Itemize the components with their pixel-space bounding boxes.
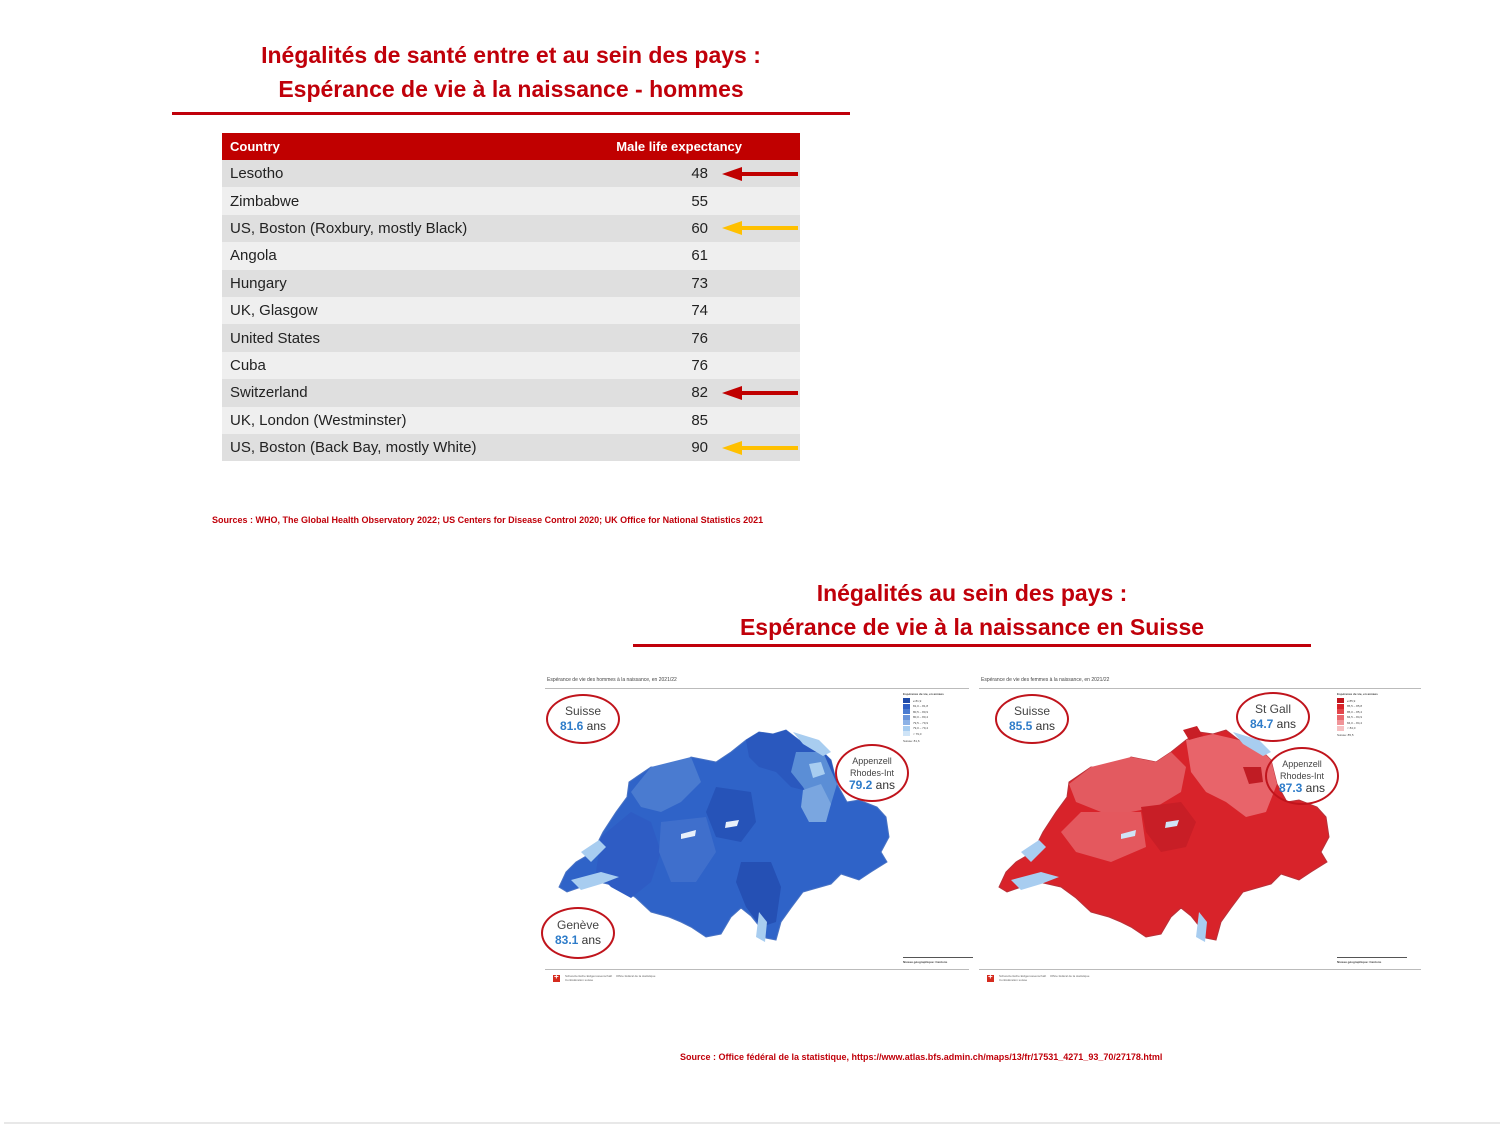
swiss-flag-icon: [987, 972, 994, 982]
callout-suisse-women: Suisse 85.5 ans: [995, 694, 1069, 744]
table-row: United States 76: [222, 324, 800, 352]
table-row: Cuba 76: [222, 351, 800, 380]
cell-country: UK, London (Westminster): [230, 411, 407, 429]
slide2-source: Source : Office fédéral de la statistiqu…: [680, 1052, 1163, 1062]
slide2-title-line2: Espérance de vie à la naissance en Suiss…: [739, 614, 1205, 640]
table-header: Country Male life expectancy: [222, 133, 800, 160]
divider: [4, 1122, 1500, 1124]
table-row: UK, London (Westminster) 85: [222, 406, 800, 434]
callout-appenzell-women: Appenzell Rhodes-Int 87.3 ans: [1265, 747, 1339, 805]
switzerland-map-women: [998, 726, 1330, 942]
cell-country: Hungary: [230, 274, 287, 292]
cell-country: Angola: [230, 247, 277, 265]
cell-life-expectancy: 85: [691, 411, 708, 429]
map-men-legend: Espérance de vie, en années ≥ 81,9 81,0 …: [903, 692, 944, 743]
switzerland-map-men: [558, 729, 890, 942]
callout-stgall-women: St Gall 84.7 ans: [1236, 692, 1310, 742]
cell-life-expectancy: 55: [691, 192, 708, 210]
table-row: US, Boston (Back Bay, mostly White) 90: [222, 433, 800, 462]
cell-country: US, Boston (Roxbury, mostly Black): [230, 219, 468, 237]
scale-bar: [1337, 954, 1407, 958]
callout-suisse-men: Suisse 81.6 ans: [546, 694, 620, 744]
cell-country: US, Boston (Back Bay, mostly White): [230, 439, 477, 457]
slide1-source: Sources : WHO, The Global Health Observa…: [212, 515, 764, 525]
cell-country: Switzerland: [230, 384, 308, 402]
callout-geneve-men: Genève 83.1 ans: [541, 907, 615, 959]
scale-bar: [903, 954, 973, 958]
map-panel-women: Espérance de vie des femmes à la naissan…: [975, 672, 1425, 997]
arrow-left-icon: [722, 166, 798, 181]
slide1-title: Inégalités de santé entre et au sein des…: [172, 38, 850, 106]
table-row: US, Boston (Roxbury, mostly Black) 60: [222, 214, 800, 243]
header-country: Country: [230, 139, 280, 154]
callout-appenzell-men: Appenzell Rhodes-Int 79.2 ans: [835, 744, 909, 802]
header-male-life-expectancy: Male life expectancy: [616, 139, 742, 154]
scale-label: Niveau géographique: Cantons: [1337, 960, 1382, 964]
map-panel-men: Espérance de vie des hommes à la naissan…: [541, 672, 973, 997]
cell-life-expectancy: 48: [691, 165, 708, 183]
legend-title: Espérance de vie, en années: [903, 692, 944, 696]
cell-life-expectancy: 82: [691, 384, 708, 402]
slide1-title-line2: Espérance de vie à la naissance - hommes: [278, 76, 744, 102]
cell-country: UK, Glasgow: [230, 302, 318, 320]
cell-life-expectancy: 90: [691, 439, 708, 457]
table-row: Lesotho 48: [222, 160, 800, 188]
cell-country: Lesotho: [230, 165, 284, 183]
map-women-legend: Espérance de vie, en années ≥ 85,9 85,5 …: [1337, 692, 1378, 737]
slide2-title: Inégalités au sein des pays : Espérance …: [633, 576, 1311, 644]
slide1-title-rule: [172, 112, 850, 115]
table-row: Zimbabwe 55: [222, 187, 800, 215]
map-women-caption: Espérance de vie des femmes à la naissan…: [981, 677, 1110, 683]
table-row: Angola 61: [222, 242, 800, 270]
scale-label: Niveau géographique: Cantons: [903, 960, 948, 964]
arrow-left-icon: [722, 221, 798, 236]
slide2-title-line1: Inégalités au sein des pays :: [816, 580, 1128, 606]
cell-life-expectancy: 60: [691, 219, 708, 237]
table-row: Switzerland 82: [222, 379, 800, 407]
cell-country: Zimbabwe: [230, 192, 300, 210]
table-row: Hungary 73: [222, 269, 800, 297]
swiss-flag-icon: [553, 972, 560, 982]
cell-country: United States: [230, 329, 321, 347]
cell-country: Cuba: [230, 356, 266, 374]
table-row: UK, Glasgow 74: [222, 296, 800, 325]
legend-note: Suisse: 81,6: [903, 738, 920, 743]
slide1-title-line1: Inégalités de santé entre et au sein des…: [261, 42, 761, 68]
slide2-title-rule: [633, 644, 1311, 647]
legend-note: Suisse: 85,5: [1337, 733, 1354, 737]
legend-title: Espérance de vie, en années: [1337, 692, 1378, 696]
cell-life-expectancy: 76: [691, 329, 708, 347]
arrow-left-icon: [722, 440, 798, 455]
cell-life-expectancy: 73: [691, 274, 708, 292]
life-expectancy-table: Country Male life expectancy Lesotho 48 Zi…: [222, 133, 800, 462]
arrow-left-icon: [722, 385, 798, 400]
cell-life-expectancy: 76: [691, 356, 708, 374]
map-men-caption: Espérance de vie des hommes à la naissan…: [547, 677, 677, 683]
cell-life-expectancy: 61: [691, 247, 708, 265]
cell-life-expectancy: 74: [691, 302, 708, 320]
